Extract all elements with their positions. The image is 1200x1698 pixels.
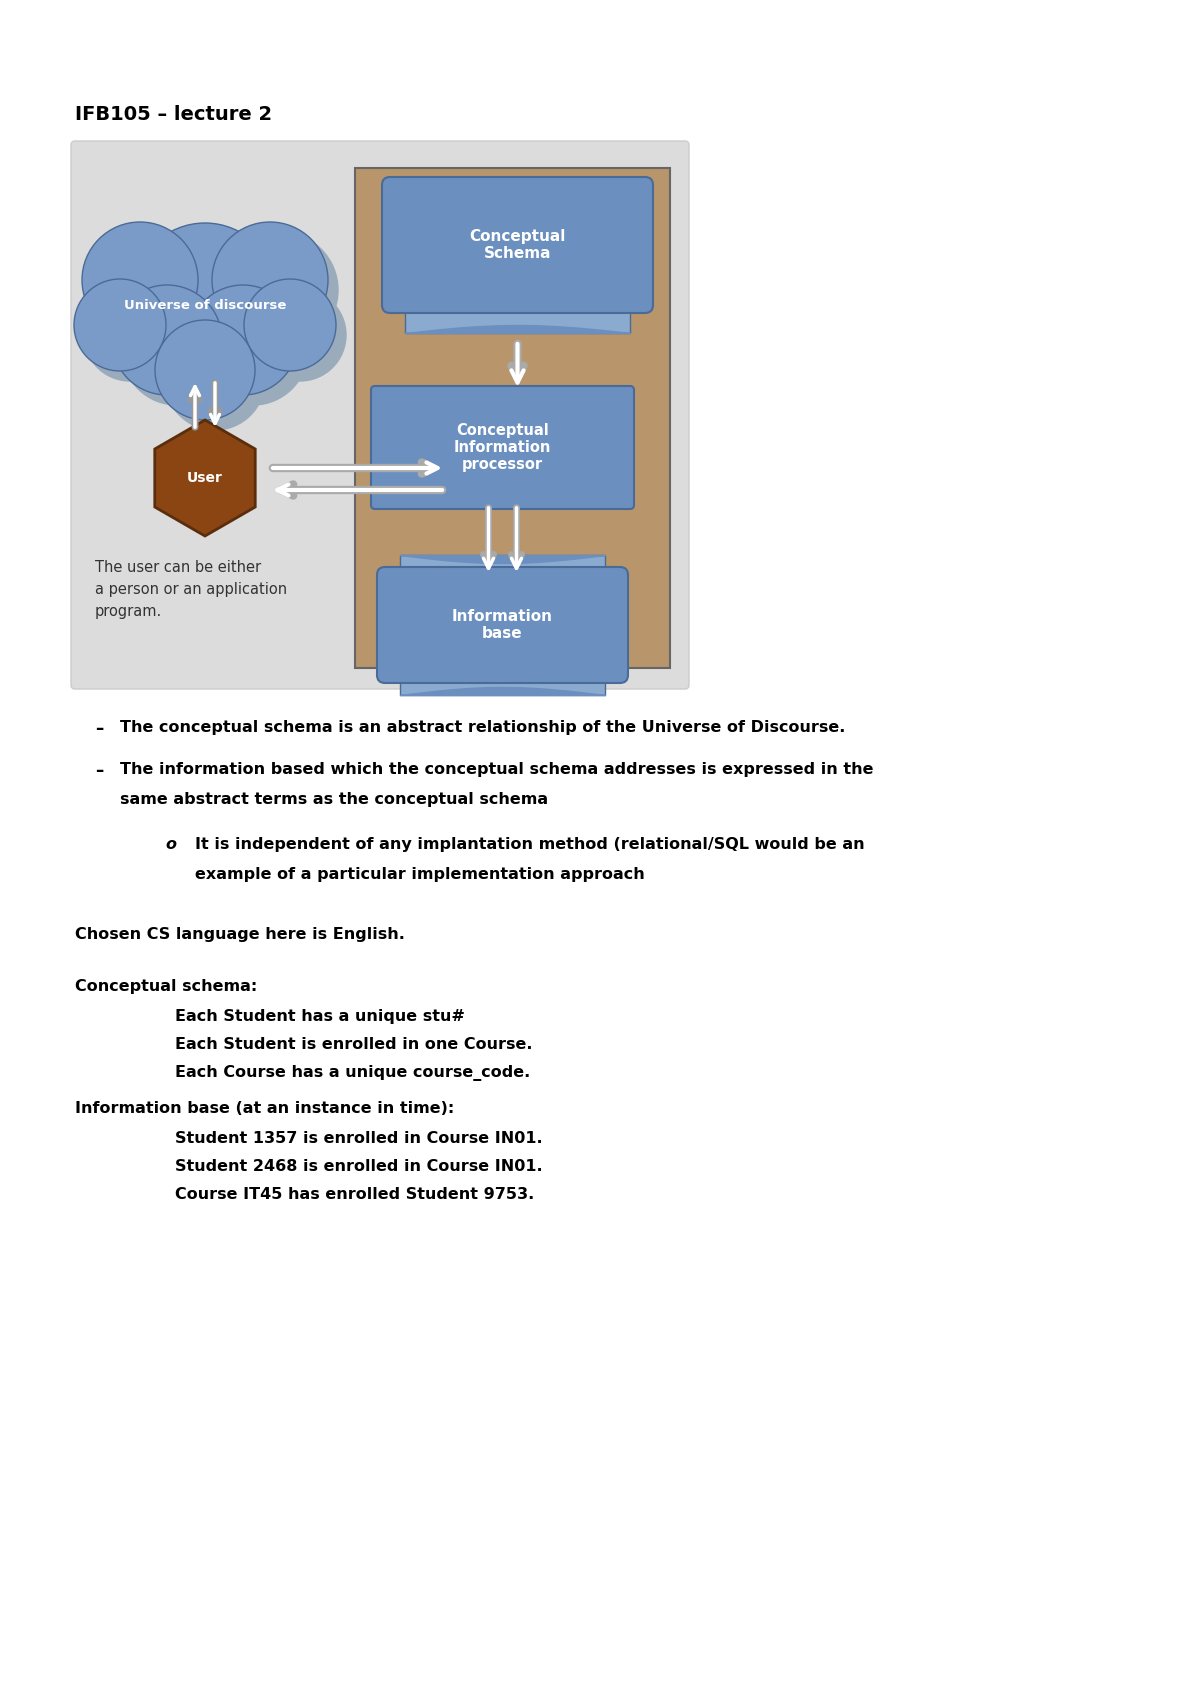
Circle shape xyxy=(133,222,277,367)
Polygon shape xyxy=(155,419,256,537)
Bar xyxy=(355,168,670,667)
Circle shape xyxy=(143,233,287,377)
Circle shape xyxy=(74,278,166,370)
Text: Chosen CS language here is English.: Chosen CS language here is English. xyxy=(74,927,404,942)
Text: Student 2468 is enrolled in Course IN01.: Student 2468 is enrolled in Course IN01. xyxy=(175,1160,542,1173)
Text: Conceptual
Schema: Conceptual Schema xyxy=(469,229,565,261)
Text: Each Student is enrolled in one Course.: Each Student is enrolled in one Course. xyxy=(175,1037,533,1053)
Circle shape xyxy=(166,329,265,430)
Circle shape xyxy=(112,285,222,396)
FancyBboxPatch shape xyxy=(382,177,653,312)
Text: Student 1357 is enrolled in Course IN01.: Student 1357 is enrolled in Course IN01. xyxy=(175,1131,542,1146)
Text: example of a particular implementation approach: example of a particular implementation a… xyxy=(194,868,644,881)
Bar xyxy=(406,306,630,333)
Circle shape xyxy=(222,233,338,348)
Text: Universe of discourse: Universe of discourse xyxy=(124,299,286,311)
Circle shape xyxy=(155,319,256,419)
Text: Information base (at an instance in time):: Information base (at an instance in time… xyxy=(74,1100,455,1116)
Text: o: o xyxy=(166,837,176,852)
Text: Conceptual
Information
processor: Conceptual Information processor xyxy=(454,423,551,472)
Text: Information
base: Information base xyxy=(452,610,553,642)
Text: Each Course has a unique course_code.: Each Course has a unique course_code. xyxy=(175,1065,530,1082)
Text: Conceptual schema:: Conceptual schema: xyxy=(74,980,257,993)
Circle shape xyxy=(84,289,176,380)
Text: –: – xyxy=(95,762,103,779)
Circle shape xyxy=(212,222,328,338)
Text: It is independent of any implantation method (relational/SQL would be an: It is independent of any implantation me… xyxy=(194,837,865,852)
Circle shape xyxy=(254,289,346,380)
Text: The user can be either
a person or an application
program.: The user can be either a person or an ap… xyxy=(95,560,287,620)
FancyBboxPatch shape xyxy=(71,141,689,689)
Text: The information based which the conceptual schema addresses is expressed in the: The information based which the conceptu… xyxy=(120,762,874,778)
Text: User: User xyxy=(187,470,223,486)
Text: same abstract terms as the conceptual schema: same abstract terms as the conceptual sc… xyxy=(120,791,548,807)
Bar xyxy=(400,555,605,576)
Bar xyxy=(400,676,605,694)
Circle shape xyxy=(92,233,208,348)
FancyBboxPatch shape xyxy=(371,385,634,509)
Text: Course IT45 has enrolled Student 9753.: Course IT45 has enrolled Student 9753. xyxy=(175,1187,534,1202)
FancyBboxPatch shape xyxy=(377,567,628,683)
Circle shape xyxy=(82,222,198,338)
Circle shape xyxy=(188,285,298,396)
Text: The conceptual schema is an abstract relationship of the Universe of Discourse.: The conceptual schema is an abstract rel… xyxy=(120,720,845,735)
Text: IFB105 – lecture 2: IFB105 – lecture 2 xyxy=(74,105,272,124)
Circle shape xyxy=(244,278,336,370)
Circle shape xyxy=(122,295,232,406)
Text: –: – xyxy=(95,720,103,739)
Text: Each Student has a unique stu#: Each Student has a unique stu# xyxy=(175,1009,464,1024)
Circle shape xyxy=(198,295,308,406)
